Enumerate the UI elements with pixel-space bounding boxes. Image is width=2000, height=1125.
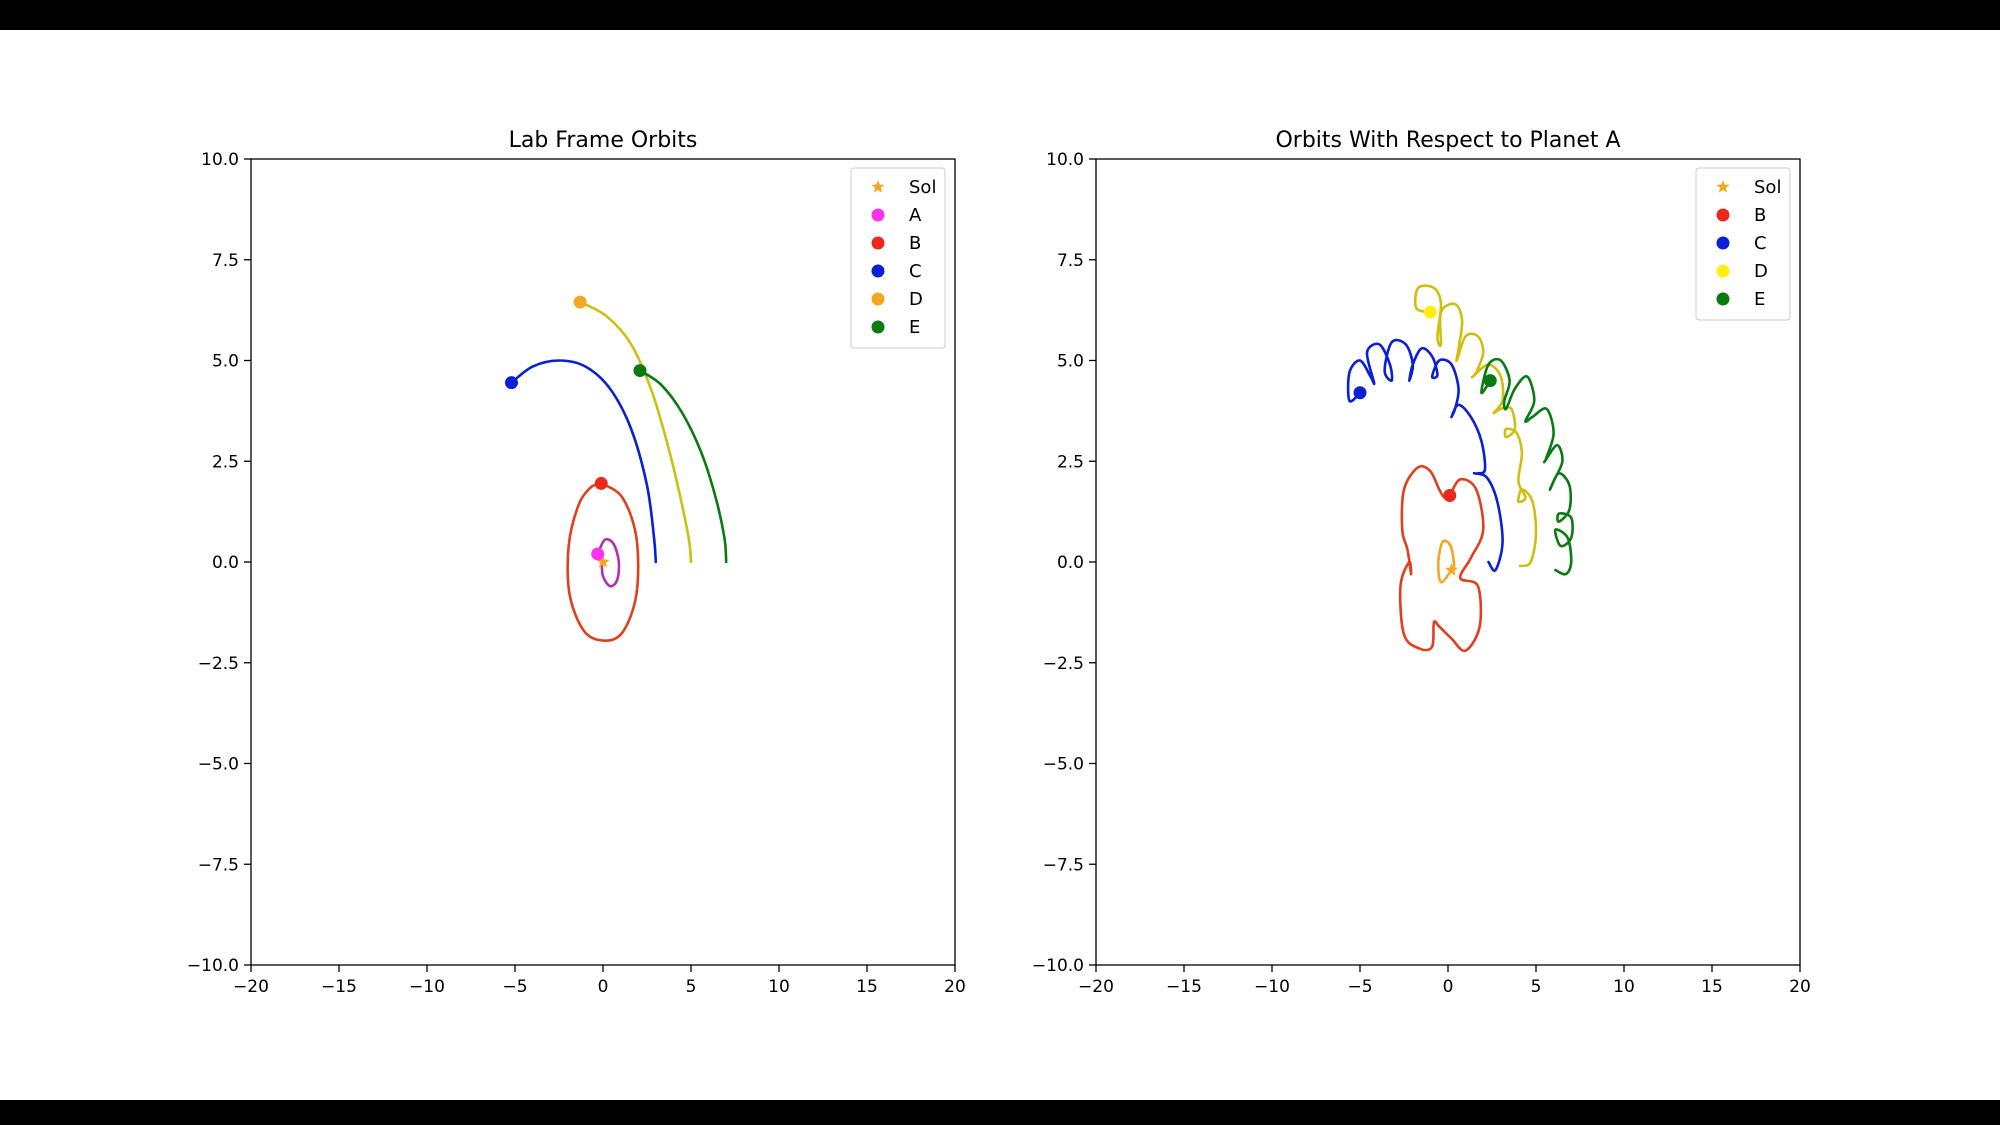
y-tick-label: 0.0	[212, 553, 239, 573]
orbit-trail-e	[638, 369, 728, 564]
legend-marker-b	[871, 236, 885, 250]
chart-title: Lab Frame Orbits	[509, 128, 698, 153]
legend-label-e: E	[1754, 289, 1765, 310]
marker-sol	[1444, 563, 1459, 576]
orbit-trail-b	[566, 482, 640, 642]
marker-b	[1443, 489, 1457, 503]
y-tick-label: 7.5	[212, 251, 239, 271]
x-tick-label: −20	[1078, 977, 1114, 997]
legend-marker-e	[871, 320, 885, 334]
legend-marker-e	[1716, 292, 1730, 306]
y-tick-label: −10.0	[1032, 956, 1084, 976]
y-tick-label: 0.0	[1057, 553, 1084, 573]
marker-c	[504, 376, 518, 390]
legend-label-a: A	[909, 205, 922, 226]
legend-label-e: E	[909, 317, 920, 338]
orbit-trail-c	[1346, 338, 1504, 573]
x-tick-label: −10	[1254, 977, 1290, 997]
legend-label-sol: Sol	[909, 177, 936, 198]
orbit-trail-sol	[1436, 539, 1456, 584]
legend-label-c: C	[909, 261, 922, 282]
y-tick-label: −7.5	[1043, 855, 1084, 875]
chart-panel-1: Lab Frame Orbits −20 −15 −10 −5 0 5 10 15 20 −10.0…	[187, 128, 966, 997]
y-tick-label: −5.0	[1043, 755, 1084, 775]
marker-sol	[596, 555, 610, 568]
y-tick-label: 10.0	[1046, 150, 1084, 170]
marker-a	[591, 547, 605, 561]
orbit-trail-d	[578, 300, 693, 564]
legend-marker-c	[1716, 236, 1730, 250]
orbit-trail-b	[1398, 464, 1485, 653]
x-tick-label: −5	[502, 977, 527, 997]
legend-label-sol: Sol	[1754, 177, 1781, 198]
x-tick-label: −20	[233, 977, 269, 997]
y-tick-label: 5.0	[1057, 352, 1084, 372]
x-tick-label: 20	[1789, 977, 1811, 997]
y-tick-label: 2.5	[1057, 452, 1084, 472]
legend-label-b: B	[1754, 205, 1766, 226]
x-tick-label: 0	[598, 977, 609, 997]
legend-marker-a	[871, 208, 885, 222]
marker-e	[1483, 374, 1497, 388]
legend-label-d: D	[1754, 261, 1768, 282]
y-tick-label: −5.0	[198, 755, 239, 775]
legend-box	[1695, 167, 1791, 321]
legend-marker-d	[871, 292, 885, 306]
legend-label-c: C	[1754, 233, 1767, 254]
plot-area	[504, 295, 728, 642]
legend-marker-d	[1716, 264, 1730, 278]
y-tick-label: −7.5	[198, 855, 239, 875]
chart-title: Orbits With Respect to Planet A	[1275, 128, 1620, 153]
marker-d	[573, 295, 587, 309]
x-tick-label: 5	[1531, 977, 1542, 997]
y-tick-label: −2.5	[198, 654, 239, 674]
legend-marker-b	[1716, 208, 1730, 222]
orbit-trail-c	[510, 359, 658, 564]
y-tick-label: 7.5	[1057, 251, 1084, 271]
x-tick-label: 0	[1443, 977, 1454, 997]
y-tick-label: −10.0	[187, 956, 239, 976]
x-tick-label: −15	[321, 977, 357, 997]
x-tick-label: 10	[768, 977, 790, 997]
plot-area	[1346, 284, 1574, 653]
chart-panel-2: Orbits With Respect to Planet A −20 −15 −10…	[1032, 128, 1811, 997]
y-tick-label: 2.5	[212, 452, 239, 472]
x-tick-label: 15	[1701, 977, 1723, 997]
legend-label-b: B	[909, 233, 921, 254]
x-tick-label: 10	[1613, 977, 1635, 997]
x-tick-label: 15	[856, 977, 878, 997]
x-tick-label: 5	[686, 977, 697, 997]
x-tick-label: 20	[944, 977, 966, 997]
legend-marker-sol	[871, 180, 885, 193]
orbit-trail-e	[1480, 357, 1574, 576]
legend-marker-sol	[1716, 180, 1730, 193]
x-tick-label: −10	[409, 977, 445, 997]
x-tick-label: −5	[1347, 977, 1372, 997]
marker-c	[1353, 386, 1367, 400]
legend-marker-c	[871, 264, 885, 278]
y-tick-label: −2.5	[1043, 654, 1084, 674]
marker-b	[594, 476, 608, 490]
y-tick-label: 5.0	[212, 352, 239, 372]
figure-canvas: Lab Frame Orbits −20 −15 −10 −5 0 5 10 15 20 −10.0…	[0, 30, 2000, 1100]
orbit-trail-d	[1413, 284, 1538, 568]
x-tick-label: −15	[1166, 977, 1202, 997]
y-tick-label: 10.0	[201, 150, 239, 170]
marker-d	[1423, 305, 1437, 319]
figure-svg: Lab Frame Orbits −20 −15 −10 −5 0 5 10 15 20 −10.0…	[187, 128, 1811, 997]
marker-e	[633, 364, 647, 378]
legend-label-d: D	[909, 289, 923, 310]
axes-frame	[1095, 158, 1801, 966]
